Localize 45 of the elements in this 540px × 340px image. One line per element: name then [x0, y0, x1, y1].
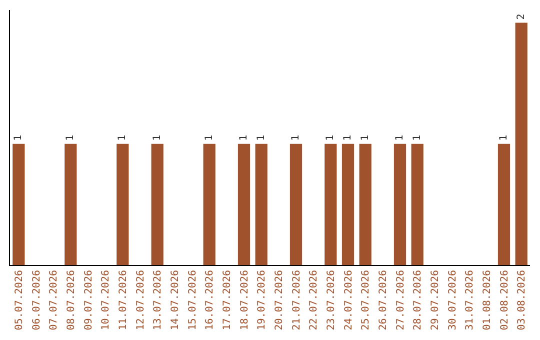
data-label: 1: [152, 134, 163, 141]
x-tick-label: 07.07.2026: [48, 270, 60, 330]
x-tick-label: 02.08.2026: [499, 270, 510, 330]
data-label: 1: [256, 134, 267, 141]
data-label: 1: [13, 134, 24, 141]
x-tick-label: 20.07.2026: [274, 270, 285, 330]
x-tick-label: 25.07.2026: [360, 270, 372, 330]
x-tick-label: 09.07.2026: [83, 270, 94, 330]
data-label: 1: [204, 134, 215, 141]
x-tick-label: 12.07.2026: [135, 270, 146, 330]
x-tick-label: 18.07.2026: [239, 270, 250, 330]
x-tick-label: 14.07.2026: [170, 270, 181, 330]
x-tick-label: 29.07.2026: [430, 270, 441, 330]
data-label: 1: [412, 134, 423, 141]
x-tick-label: 05.07.2026: [14, 270, 25, 330]
x-tick-label: 17.07.2026: [222, 270, 233, 330]
data-label: 1: [290, 134, 302, 141]
data-label: 1: [498, 134, 510, 141]
x-tick-label: 19.07.2026: [256, 270, 268, 330]
x-tick-label: 27.07.2026: [395, 270, 406, 330]
x-tick-label: 23.07.2026: [326, 270, 337, 330]
x-tick-label: 13.07.2026: [152, 270, 164, 330]
x-tick-label: 30.07.2026: [447, 270, 458, 330]
x-tick-label: 26.07.2026: [378, 270, 389, 330]
x-tick-label: 03.08.2026: [516, 270, 528, 330]
x-tick-label: 10.07.2026: [100, 270, 112, 330]
x-tick-label: 16.07.2026: [204, 270, 216, 330]
data-label: 1: [238, 134, 250, 141]
data-label: 1: [342, 134, 354, 141]
x-tick-label: 21.07.2026: [291, 270, 302, 330]
x-tick-label: 28.07.2026: [412, 270, 424, 330]
x-tick-label: 11.07.2026: [118, 270, 129, 330]
data-label: 1: [117, 134, 128, 141]
x-tick-label: 31.07.2026: [464, 270, 476, 330]
x-tick-label: 06.07.2026: [31, 270, 42, 330]
data-label: 1: [360, 134, 371, 141]
data-label: 1: [325, 134, 336, 141]
data-label: 1: [394, 134, 406, 141]
data-label: 1: [65, 134, 76, 141]
x-tick-label: 22.07.2026: [308, 270, 320, 330]
x-tick-label: 24.07.2026: [343, 270, 354, 330]
x-tick-label: 15.07.2026: [187, 270, 198, 330]
data-label: 2: [516, 14, 527, 20]
x-tick-label: 08.07.2026: [66, 270, 77, 330]
x-tick-label: 01.08.2026: [482, 270, 493, 330]
